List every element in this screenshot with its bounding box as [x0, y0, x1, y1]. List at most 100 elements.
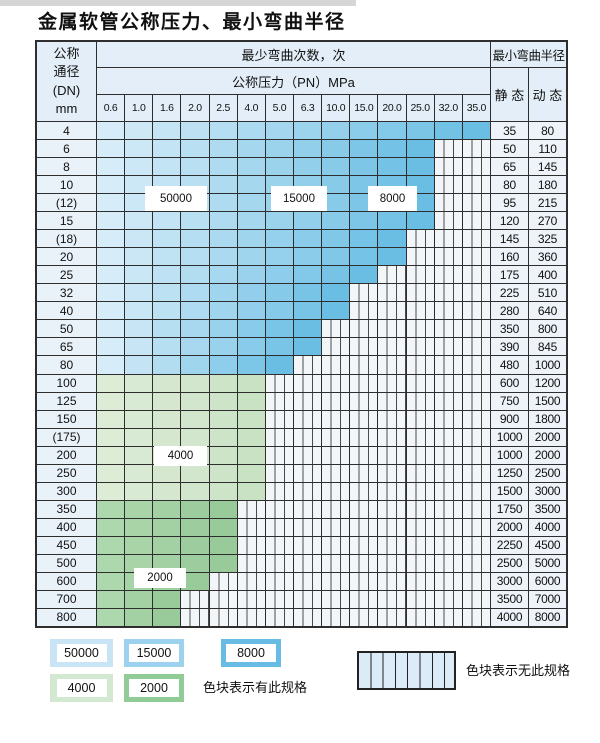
- spec-cell-unavailable: [322, 464, 350, 482]
- spec-cell-unavailable: [462, 230, 490, 248]
- spec-cell-available: [125, 392, 153, 410]
- spec-cell-unavailable: [434, 392, 462, 410]
- spec-cell-unavailable: [462, 554, 490, 572]
- spec-cell-unavailable: [434, 446, 462, 464]
- spec-cell-available: [293, 284, 322, 302]
- dn-cell: 500: [37, 554, 96, 572]
- spec-cell-unavailable: [293, 536, 322, 554]
- spec-cell-available: [181, 572, 209, 590]
- spec-cell-available: [125, 590, 153, 608]
- static-value-cell: 145: [490, 230, 528, 248]
- spec-cell-available: [237, 428, 265, 446]
- spec-cell-unavailable: [406, 392, 434, 410]
- dynamic-value-cell: 2500: [528, 464, 566, 482]
- spec-cell-unavailable: [434, 518, 462, 536]
- spec-cell-unavailable: [434, 410, 462, 428]
- pressure-col-header: 15.0: [350, 95, 378, 121]
- spec-cell-available: [209, 212, 237, 230]
- spec-cell-available: [322, 194, 350, 212]
- static-value-cell: 3500: [490, 590, 528, 608]
- spec-cell-unavailable: [462, 140, 490, 158]
- static-value-cell: 65: [490, 158, 528, 176]
- spec-cell-available: [209, 122, 237, 140]
- dn-cell: (175): [37, 428, 96, 446]
- spec-cell-unavailable: [350, 518, 378, 536]
- pressure-col-header: 1.0: [125, 95, 153, 121]
- spec-cell-unavailable: [350, 284, 378, 302]
- spec-cell-unavailable: [406, 266, 434, 284]
- spec-cell-available: [153, 536, 181, 554]
- spec-cell-unavailable: [265, 572, 293, 590]
- static-value-cell: 480: [490, 356, 528, 374]
- spec-cell-available: [125, 140, 153, 158]
- spec-cell-available: [125, 536, 153, 554]
- spec-cell-available: [153, 212, 181, 230]
- spec-cell-unavailable: [406, 572, 434, 590]
- zone-label-50000: 50000: [145, 186, 207, 211]
- legend-swatch-label: 50000: [56, 644, 107, 662]
- spec-cell-available: [237, 338, 265, 356]
- spec-cell-unavailable: [350, 338, 378, 356]
- dynamic-value-cell: 3500: [528, 500, 566, 518]
- spec-cell-unavailable: [237, 518, 265, 536]
- spec-cell-available: [153, 266, 181, 284]
- spec-cell-unavailable: [350, 410, 378, 428]
- dn-cell: 4: [37, 122, 96, 140]
- zone-label-2000: 2000: [134, 568, 186, 588]
- spec-cell-unavailable: [237, 554, 265, 572]
- spec-cell-available: [181, 266, 209, 284]
- spec-cell-unavailable: [406, 608, 434, 626]
- spec-cell-unavailable: [293, 572, 322, 590]
- dn-cell: 350: [37, 500, 96, 518]
- spec-cell-unavailable: [378, 356, 406, 374]
- spec-cell-available: [293, 266, 322, 284]
- spec-cell-available: [97, 140, 125, 158]
- spec-cell-available: [125, 158, 153, 176]
- spec-cell-unavailable: [378, 302, 406, 320]
- spec-cell-unavailable: [209, 572, 237, 590]
- spec-cell-available: [97, 590, 125, 608]
- scan-artifact-strip: [0, 0, 356, 6]
- spec-cell-available: [350, 122, 378, 140]
- spec-cell-unavailable: [434, 266, 462, 284]
- spec-cell-available: [153, 356, 181, 374]
- spec-cell-available: [378, 248, 406, 266]
- legend-swatch-label: 15000: [129, 644, 179, 662]
- pressure-col-header: 0.6: [97, 95, 125, 121]
- spec-cell-available: [125, 338, 153, 356]
- corner-header-dn: 公称 通径 (DN) mm: [37, 42, 96, 121]
- spec-cell-available: [378, 140, 406, 158]
- spec-cell-available: [153, 410, 181, 428]
- legend-swatch-50000: 50000: [50, 639, 113, 667]
- spec-cell-unavailable: [434, 608, 462, 626]
- spec-cell-available: [265, 122, 293, 140]
- spec-cell-available: [153, 482, 181, 500]
- spec-cell-available: [97, 320, 125, 338]
- spec-cell-available: [209, 140, 237, 158]
- spec-cell-available: [237, 140, 265, 158]
- spec-cell-available: [350, 140, 378, 158]
- spec-cell-available: [209, 320, 237, 338]
- dynamic-header: 动 态: [528, 68, 566, 121]
- spec-cell-available: [209, 518, 237, 536]
- spec-cell-available: [181, 374, 209, 392]
- static-value-cell: 600: [490, 374, 528, 392]
- dynamic-value-cell: 80: [528, 122, 566, 140]
- spec-cell-unavailable: [434, 212, 462, 230]
- spec-cell-unavailable: [293, 518, 322, 536]
- spec-cell-unavailable: [406, 482, 434, 500]
- legend-swatch-label: 4000: [56, 679, 107, 697]
- dn-cell: 20: [37, 248, 96, 266]
- spec-cell-unavailable: [322, 446, 350, 464]
- dn-cell: 100: [37, 374, 96, 392]
- spec-cell-available: [209, 248, 237, 266]
- spec-cell-unavailable: [181, 608, 209, 626]
- dn-cell: 40: [37, 302, 96, 320]
- spec-cell-unavailable: [293, 428, 322, 446]
- spec-cell-unavailable: [434, 140, 462, 158]
- legend-has-spec-text: 色块表示有此规格: [203, 680, 308, 695]
- legend-no-spec-text: 色块表示无此规格: [466, 663, 571, 678]
- dn-cell: 8: [37, 158, 96, 176]
- spec-cell-unavailable: [434, 230, 462, 248]
- spec-cell-available: [97, 230, 125, 248]
